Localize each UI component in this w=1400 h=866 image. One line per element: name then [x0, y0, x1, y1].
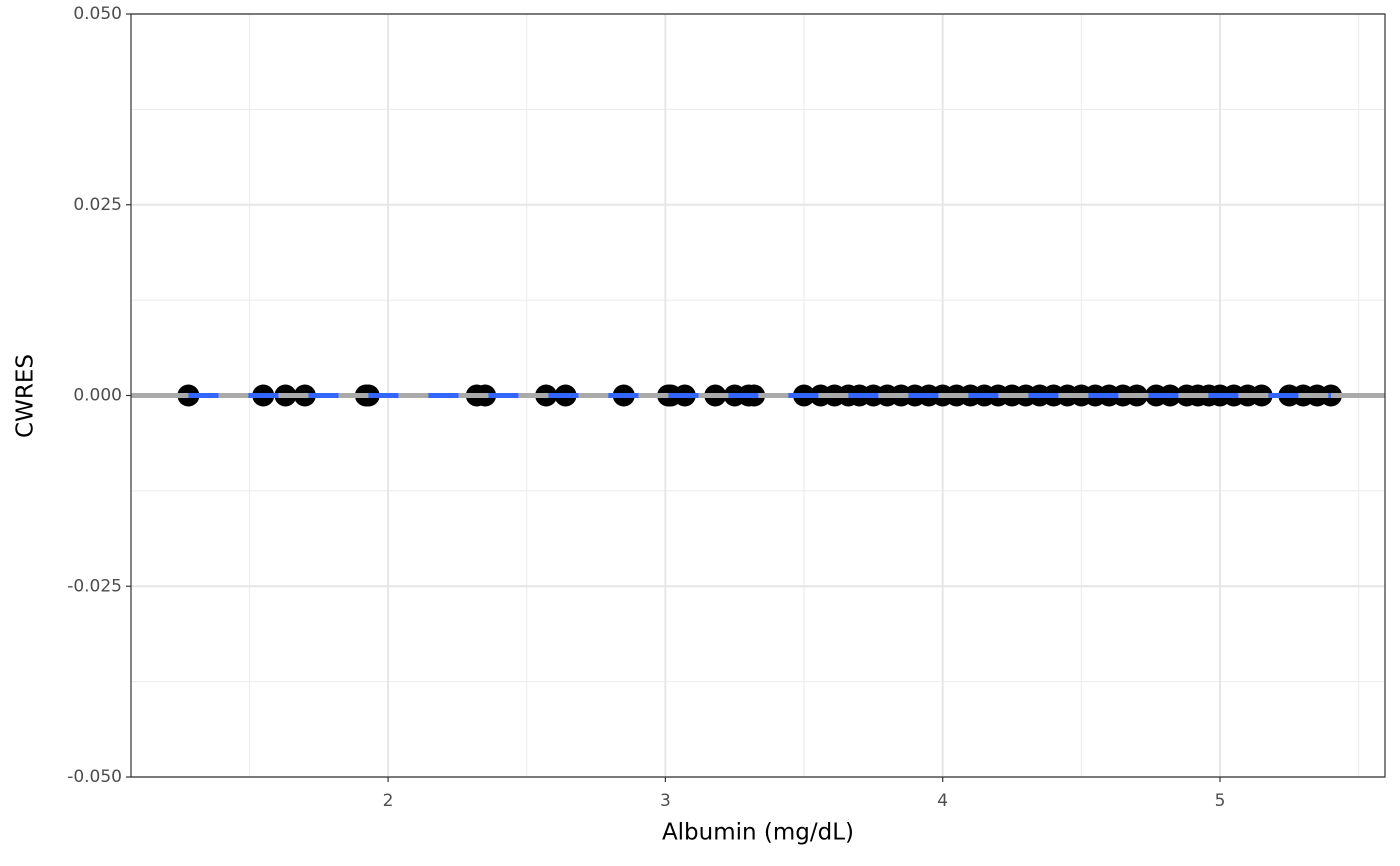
y-axis-title: CWRES: [13, 354, 39, 438]
y-tick-label: -0.025: [67, 576, 122, 596]
y-tick-label: 0.000: [73, 386, 122, 406]
x-tick-label: 3: [660, 791, 671, 811]
x-tick-label: 2: [383, 791, 394, 811]
x-axis-title: Albumin (mg/dL): [662, 820, 854, 846]
y-tick-label: -0.050: [67, 767, 122, 787]
y-tick-label: 0.025: [73, 195, 122, 215]
x-tick-label: 5: [1215, 791, 1226, 811]
y-tick-label: 0.050: [73, 4, 122, 24]
x-tick-label: 4: [937, 791, 948, 811]
